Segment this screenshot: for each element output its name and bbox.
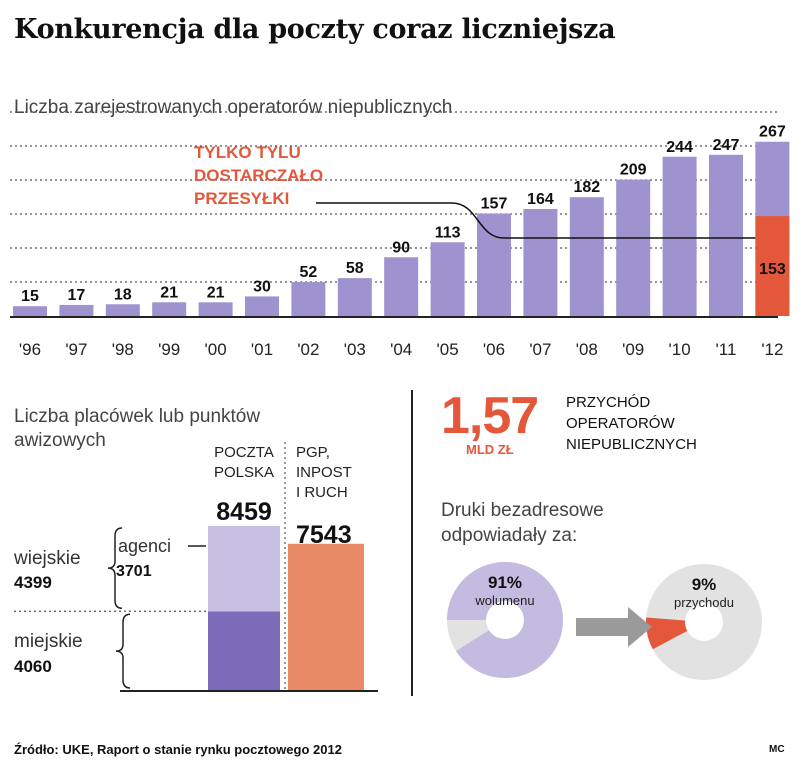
revenue-value: 1,57 — [441, 387, 539, 445]
x-tick-label: '04 — [390, 340, 412, 359]
bar-value-label: 15 — [21, 288, 39, 305]
bar-value-label: 267 — [759, 124, 786, 141]
segment-name-label: wiejskie — [13, 548, 81, 569]
bar — [662, 156, 697, 316]
bar — [337, 278, 372, 316]
bar — [384, 257, 419, 316]
bar — [523, 208, 558, 316]
chart-title: Liczba zarejestrowanych operatorów niepu… — [14, 97, 452, 118]
x-tick-label: '02 — [297, 340, 319, 359]
bar — [152, 302, 187, 316]
pie-value-label: 9% — [692, 575, 717, 594]
bar-value-label: 244 — [666, 139, 693, 156]
pie-category-label: przychodu — [674, 595, 734, 610]
category-label: I RUCH — [296, 484, 348, 501]
bar-value-label: 157 — [481, 196, 508, 213]
x-tick-label: '99 — [158, 340, 180, 359]
bar — [13, 306, 47, 316]
arrow-icon — [576, 607, 652, 647]
category-label: POCZTA — [214, 444, 274, 461]
chart-title-line: odpowiadały za: — [441, 525, 577, 546]
bar — [709, 154, 743, 316]
bar — [105, 304, 140, 316]
bar-value-label: 247 — [713, 137, 740, 154]
x-tick-label: '10 — [669, 340, 691, 359]
x-tick-label: '08 — [576, 340, 598, 359]
x-tick-label: '06 — [483, 340, 505, 359]
annotation-text: TYLKO TYLU — [194, 143, 301, 162]
total-label: 8459 — [216, 498, 272, 526]
bar-value-label: 90 — [392, 239, 410, 256]
highlight-value-label: 153 — [759, 261, 786, 278]
bar-value-label: 30 — [253, 278, 271, 295]
x-tick-label: '97 — [65, 340, 87, 359]
brace-wiejskie — [107, 527, 123, 610]
x-tick-label: '12 — [761, 340, 783, 359]
bar-value-label: 52 — [300, 264, 318, 281]
revenue-unit: MLD ZŁ — [466, 442, 514, 457]
revenue-caption-line: NIEPUBLICZNYCH — [566, 436, 697, 453]
category-label: INPOST — [296, 464, 352, 481]
bar — [477, 213, 511, 316]
chart-title-line: Druki bezadresowe — [441, 500, 604, 521]
bar-segment-miejskie — [208, 611, 280, 690]
x-tick-label: '98 — [112, 340, 134, 359]
bar — [245, 296, 279, 316]
revenue-caption: PRZYCHÓD OPERATORÓW NIEPUBLICZNYCH — [566, 392, 697, 455]
bar — [198, 302, 233, 316]
revenue-caption-line: PRZYCHÓD — [566, 394, 651, 411]
segment-name-label: miejskie — [14, 631, 83, 652]
bar-value-label: 58 — [346, 260, 364, 277]
bar — [430, 242, 465, 316]
x-tick-label: '03 — [344, 340, 366, 359]
annotation-leader-line — [316, 202, 756, 239]
category-label: PGP, — [296, 444, 330, 461]
bar-highlight — [755, 216, 790, 316]
x-tick-label: '96 — [19, 340, 41, 359]
author-credit: MC — [769, 744, 785, 755]
pie-category-label: wolumenu — [474, 593, 534, 608]
bar — [616, 179, 651, 316]
total-label: 7543 — [296, 521, 352, 549]
x-tick-label: '00 — [205, 340, 227, 359]
bar-value-label: 182 — [573, 179, 600, 196]
pie-value-label: 91% — [488, 573, 522, 592]
bar-value-label: 164 — [527, 191, 554, 208]
panel-divider — [411, 390, 413, 696]
agenci-value-label: 3701 — [116, 563, 152, 580]
category-label: POLSKA — [214, 464, 274, 481]
segment-value-label: 4060 — [14, 657, 52, 676]
x-tick-label: '05 — [437, 340, 459, 359]
page-title: Konkurencja dla poczty coraz liczniejsza — [14, 14, 616, 45]
bar — [569, 197, 604, 316]
bar-value-label: 17 — [68, 287, 86, 304]
bar-value-label: 21 — [207, 284, 225, 301]
pie-charts-flyers: Druki bezadresowe odpowiadały za: 91%wolum… — [441, 500, 762, 680]
bar-value-label: 21 — [160, 284, 178, 301]
bar-segment-wiejskie — [208, 526, 280, 612]
bar — [59, 304, 94, 316]
bar-pgp — [288, 543, 364, 690]
annotation-text: DOSTARCZAŁO — [194, 166, 323, 185]
chart-title-line: awizowych — [14, 430, 106, 451]
pie-hole — [685, 603, 723, 641]
chart-title-line: Liczba placówek lub punktów — [14, 406, 260, 427]
bar-chart-operators: Liczba zarejestrowanych operatorów niepu… — [10, 97, 790, 359]
agenci-name-label: agenci — [118, 536, 171, 556]
bar-value-label: 113 — [435, 224, 461, 241]
x-tick-label: '09 — [622, 340, 644, 359]
annotation-text: PRZESYŁKI — [194, 189, 289, 208]
x-tick-label: '07 — [529, 340, 551, 359]
source-note: Źródło: UKE, Raport o stanie rynku poczt… — [14, 742, 342, 757]
brace-miejskie — [115, 613, 131, 689]
bar-value-label: 209 — [620, 162, 647, 179]
x-tick-label: '11 — [716, 340, 737, 359]
revenue-caption-line: OPERATORÓW — [566, 415, 675, 432]
stacked-bar-chart-offices: Liczba placówek lub punktów awizowych POCZ… — [13, 406, 378, 692]
pie-hole — [486, 601, 524, 639]
bar — [291, 282, 326, 316]
bar-value-label: 18 — [114, 286, 132, 303]
x-tick-label: '01 — [251, 340, 273, 359]
segment-value-label: 4399 — [14, 573, 52, 592]
